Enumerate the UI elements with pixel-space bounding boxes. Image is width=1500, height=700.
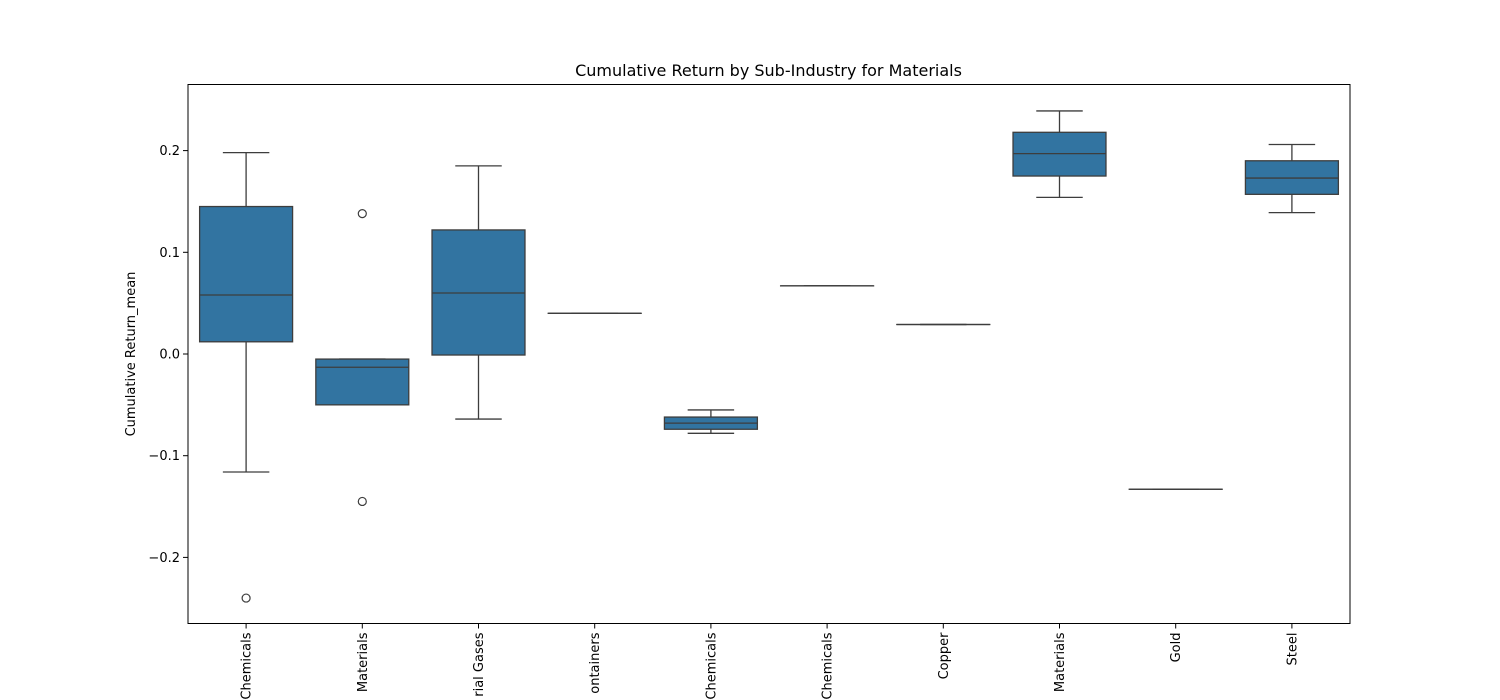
x-tick-label: rial Gases [472,632,487,696]
plot-area-frame [187,84,1351,624]
y-axis-ticks: −0.2 −0.1 0.0 0.1 0.2 [148,144,188,566]
outlier-point [357,209,367,219]
box-group [1244,143,1340,214]
x-tick-label: ontainers [588,632,603,693]
outlier-point [241,593,251,603]
box-group [315,209,410,507]
y-tick-label: 0.0 [159,348,180,363]
x-tick-label: Materials [1053,632,1068,692]
x-tick-label: Chemicals [240,632,255,699]
x-tick-label: Chemicals [821,632,836,699]
y-tick-label: 0.2 [159,144,180,159]
box-group [431,165,526,420]
y-tick-label: −0.1 [148,449,180,464]
box-group [663,409,759,434]
box-group [198,151,294,603]
x-tick-label: Chemicals [704,632,719,699]
chart-title: Cumulative Return by Sub-Industry for Ma… [575,61,962,80]
box-series [198,110,1340,603]
y-tick-label: 0.1 [159,246,180,261]
outlier-point [357,496,367,507]
iqr-box [198,205,294,343]
box-group [1012,110,1107,199]
y-axis-label: Cumulative Return_mean [124,272,139,437]
x-axis-ticks: Chemicals Materials rial Gases ontainers Che… [240,623,1300,700]
x-tick-label: Materials [356,632,371,692]
iqr-box [315,358,410,406]
x-tick-label: Gold [1169,633,1184,663]
x-tick-label: Copper [937,632,952,680]
y-tick-label: −0.2 [148,551,180,566]
x-tick-label: Steel [1285,633,1300,666]
